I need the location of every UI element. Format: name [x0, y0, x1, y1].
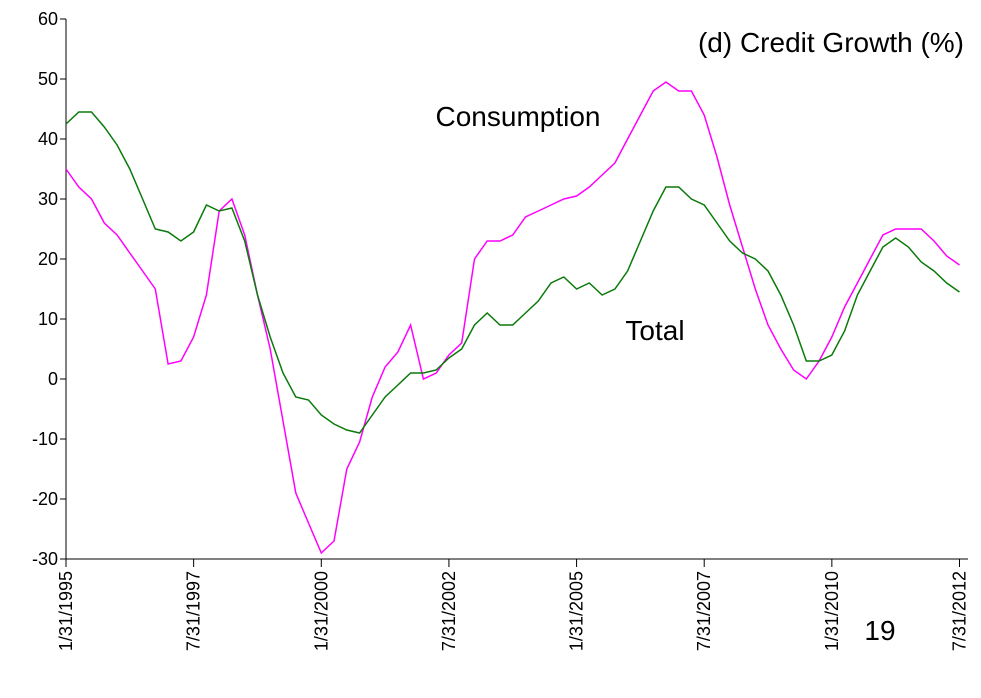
y-tick-label: 10 — [38, 309, 58, 329]
y-tick-label: 20 — [38, 249, 58, 269]
x-tick-label: 7/31/2007 — [694, 571, 714, 651]
x-tick-label: 1/31/2005 — [567, 571, 587, 651]
y-tick-label: 30 — [38, 189, 58, 209]
x-tick-label: 1/31/2000 — [311, 571, 331, 651]
y-tick-label: 0 — [48, 369, 58, 389]
x-tick-label: 7/31/1997 — [184, 571, 204, 651]
x-tick-label: 7/31/2012 — [949, 571, 969, 651]
series-annotation: Consumption — [436, 101, 601, 132]
chart-title: (d) Credit Growth (%) — [698, 27, 964, 58]
y-tick-label: -20 — [32, 489, 58, 509]
y-tick-label: 50 — [38, 69, 58, 89]
line-series — [65, 81, 960, 555]
x-tick-label: 1/31/1995 — [56, 571, 76, 651]
x-tick-label: 1/31/2010 — [822, 571, 842, 651]
y-tick-label: -10 — [32, 429, 58, 449]
page-number: 19 — [864, 615, 895, 646]
series-annotation: Total — [625, 315, 684, 346]
x-tick-label: 7/31/2002 — [439, 571, 459, 651]
y-tick-label: -30 — [32, 549, 58, 569]
line-series — [65, 111, 960, 434]
y-tick-label: 60 — [38, 9, 58, 29]
y-tick-label: 40 — [38, 129, 58, 149]
